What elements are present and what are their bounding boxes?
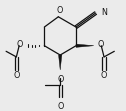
Text: O: O (13, 71, 20, 80)
Text: O: O (98, 40, 104, 49)
Text: N: N (101, 8, 107, 17)
Text: O: O (17, 40, 23, 49)
Polygon shape (76, 44, 94, 47)
Text: O: O (57, 102, 63, 111)
Text: O: O (57, 75, 63, 84)
Text: O: O (56, 6, 62, 15)
Polygon shape (59, 55, 62, 70)
Text: O: O (101, 71, 107, 80)
